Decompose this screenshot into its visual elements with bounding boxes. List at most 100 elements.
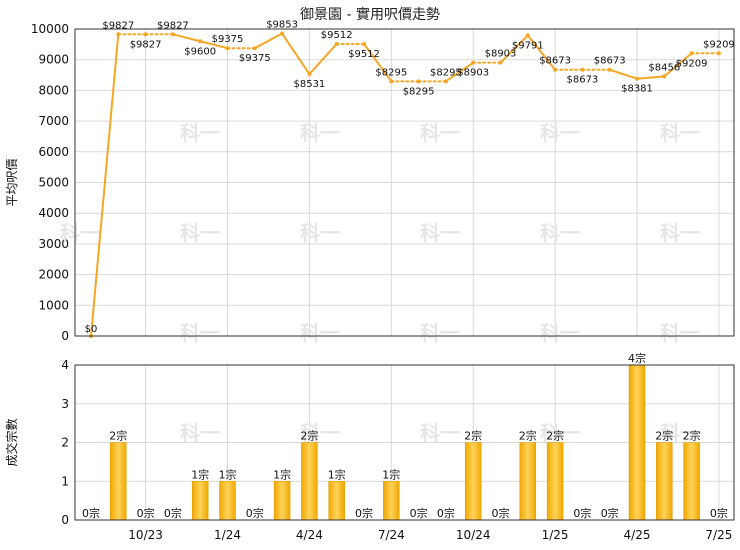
top-y-tick-label: 4000 bbox=[38, 206, 69, 220]
price-point bbox=[607, 67, 612, 72]
watermark: 科一 bbox=[300, 421, 340, 445]
top-y-tick-label: 0 bbox=[61, 329, 69, 343]
price-line-segment bbox=[608, 68, 638, 80]
watermark: 科一 bbox=[540, 321, 580, 345]
volume-bar bbox=[628, 364, 646, 521]
x-tick-label: 1/25 bbox=[542, 528, 569, 542]
x-tick-label: 1/24 bbox=[214, 528, 241, 542]
top-y-axis-title: 平均呎價 bbox=[5, 158, 19, 206]
price-line-segment bbox=[444, 61, 475, 83]
watermark: 科一 bbox=[660, 121, 700, 145]
watermark: 科一 bbox=[180, 321, 220, 345]
price-data-label: $9375 bbox=[212, 34, 244, 45]
volume-data-label: 1宗 bbox=[191, 467, 209, 481]
price-data-label: $9827 bbox=[102, 20, 134, 31]
price-point bbox=[225, 46, 230, 51]
volume-data-label: 2宗 bbox=[683, 429, 701, 443]
price-data-label: $8295 bbox=[375, 67, 407, 78]
volume-data-label: 1宗 bbox=[382, 467, 400, 481]
top-y-tick-label: 5000 bbox=[38, 176, 69, 190]
volume-bar bbox=[328, 481, 345, 521]
volume-data-label: 2宗 bbox=[655, 429, 673, 443]
price-point bbox=[662, 74, 667, 79]
price-point bbox=[498, 60, 503, 65]
price-point bbox=[143, 32, 148, 37]
volume-bar bbox=[191, 481, 209, 521]
price-line-segment bbox=[526, 34, 557, 71]
volume-data-label: 2宗 bbox=[300, 429, 318, 443]
bottom-plot-frame bbox=[74, 364, 735, 521]
price-point bbox=[252, 46, 257, 51]
bottom-y-tick-label: 3 bbox=[61, 397, 69, 411]
volume-data-label: 0宗 bbox=[437, 506, 455, 520]
chart-title: 御景園 - 實用呎價走勢 bbox=[300, 7, 440, 23]
price-line-segment bbox=[90, 33, 120, 337]
volume-data-label: 1宗 bbox=[273, 467, 291, 481]
x-tick-label: 10/23 bbox=[128, 528, 163, 542]
price-point bbox=[716, 51, 721, 56]
volume-data-label: 4宗 bbox=[628, 351, 646, 365]
price-point bbox=[170, 32, 175, 37]
price-line-segment bbox=[253, 32, 284, 50]
watermark: 科一 bbox=[180, 121, 220, 145]
price-data-label: $8673 bbox=[594, 56, 626, 67]
volume-bar bbox=[110, 442, 127, 521]
top-y-tick-label: 3000 bbox=[38, 237, 69, 251]
price-point bbox=[362, 41, 366, 46]
volume-data-label: 0宗 bbox=[492, 506, 510, 520]
price-data-label: $8456 bbox=[648, 62, 680, 73]
watermark: 科一 bbox=[660, 221, 700, 245]
volume-bar bbox=[519, 442, 537, 521]
bottom-y-tick-label: 1 bbox=[61, 474, 69, 488]
watermark: 科一 bbox=[180, 221, 220, 245]
volume-bar bbox=[546, 442, 564, 521]
price-line-segment bbox=[363, 42, 393, 83]
price-data-label: $8295 bbox=[403, 86, 435, 97]
watermark: 科一 bbox=[300, 321, 340, 345]
volume-data-label: 1宗 bbox=[219, 467, 237, 481]
price-point bbox=[280, 31, 285, 36]
volume-bar bbox=[383, 481, 400, 521]
price-data-label: $0 bbox=[85, 324, 98, 335]
price-data-label: $9600 bbox=[184, 46, 216, 57]
volume-bar bbox=[219, 481, 236, 521]
price-point bbox=[525, 33, 530, 38]
price-line-segment bbox=[171, 33, 202, 43]
price-point bbox=[416, 79, 421, 84]
price-data-label: $8295 bbox=[430, 67, 462, 78]
volume-data-label: 2宗 bbox=[546, 429, 564, 443]
volume-bar bbox=[683, 442, 700, 521]
x-tick-label: 4/25 bbox=[624, 528, 651, 542]
price-point bbox=[389, 79, 394, 84]
price-data-label: $9827 bbox=[130, 39, 162, 50]
x-tick-label: 10/24 bbox=[456, 528, 491, 542]
top-y-tick-label: 1000 bbox=[38, 298, 69, 312]
volume-data-label: 0宗 bbox=[410, 506, 428, 520]
volume-data-label: 0宗 bbox=[355, 506, 373, 520]
volume-data-label: 0宗 bbox=[137, 506, 155, 520]
price-point bbox=[580, 67, 585, 72]
price-data-label: $9209 bbox=[703, 39, 735, 50]
volume-bar bbox=[273, 481, 291, 521]
price-point bbox=[307, 72, 312, 77]
top-y-tick-label: 8000 bbox=[38, 83, 69, 97]
watermark: 科一 bbox=[420, 121, 460, 145]
price-line-segment bbox=[663, 52, 693, 78]
price-data-label: $8531 bbox=[293, 79, 325, 90]
top-y-tick-label: 2000 bbox=[38, 268, 69, 282]
watermark: 科一 bbox=[660, 321, 700, 345]
x-tick-label: 4/24 bbox=[296, 528, 323, 542]
top-y-tick-label: 10000 bbox=[31, 22, 69, 36]
price-point bbox=[116, 32, 121, 37]
watermark: 科一 bbox=[420, 421, 460, 445]
watermark: 科一 bbox=[300, 121, 340, 145]
bottom-y-tick-label: 4 bbox=[61, 358, 69, 372]
volume-data-label: 2宗 bbox=[464, 429, 482, 443]
volume-data-label: 0宗 bbox=[164, 506, 182, 520]
price-line-segment bbox=[636, 75, 666, 80]
price-point bbox=[471, 60, 476, 65]
price-data-label: $9791 bbox=[512, 40, 544, 51]
bottom-y-tick-label: 0 bbox=[61, 513, 69, 527]
price-data-label: $8903 bbox=[457, 68, 489, 79]
volume-data-label: 0宗 bbox=[246, 506, 264, 520]
